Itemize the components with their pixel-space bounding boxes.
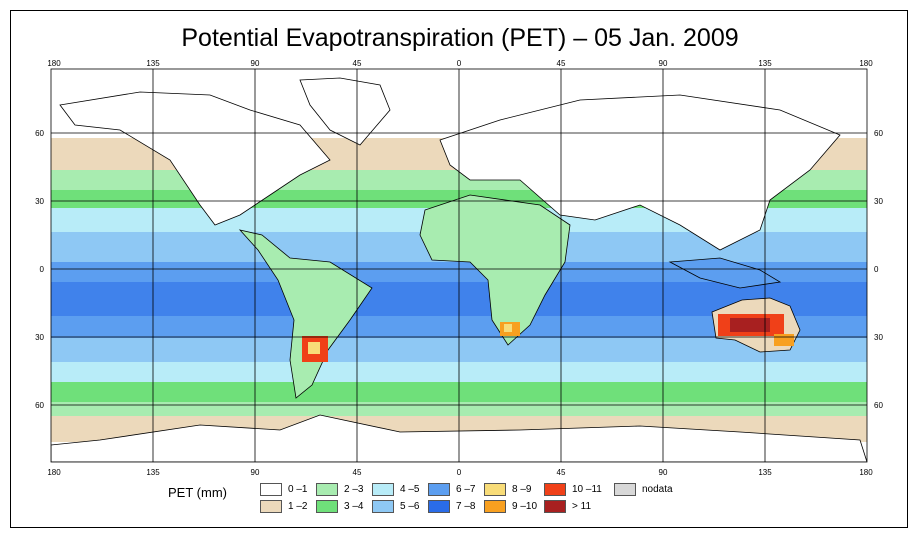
lon-tick-top-90w: 90 [251,59,260,68]
legend-label-0-1: 0 –1 [288,484,308,495]
lon-tick-bottom-90w: 90 [251,468,260,477]
southeast-asia-islands [668,257,782,289]
legend-label-2-3: 2 –3 [344,484,364,495]
lat-tick-right-0: 0 [874,265,879,274]
legend-swatch-7-8 [428,500,450,513]
legend-label-4-5: 4 –5 [400,484,420,495]
north-america [59,91,331,226]
greenland [299,77,391,146]
lon-ticks-top: 180 135 90 45 0 45 90 135 180 [47,59,873,68]
lon-tick-bottom-0: 0 [457,468,462,477]
map-title: Potential Evapotranspiration (PET) – 05 … [181,24,739,52]
legend-label-6-7: 6 –7 [456,484,476,495]
legend-label-10-11: 10 –11 [572,484,602,495]
lat-tick-left-30n: 30 [35,197,44,206]
hotspot-argentina-8-9 [308,342,320,354]
lat-ticks-left: 60 30 0 30 60 [35,129,44,410]
legend-title: PET (mm) [168,485,227,500]
lat-tick-right-60n: 60 [874,129,883,138]
lon-tick-top-180e: 180 [859,59,873,68]
lat-tick-left-30s: 30 [35,333,44,342]
lon-tick-top-0: 0 [457,59,462,68]
legend-label-3-4: 3 –4 [344,501,364,512]
figure-frame [10,10,908,528]
lon-tick-bottom-45e: 45 [557,468,566,477]
hotspot-australia-over-11 [730,318,770,332]
lat-tick-right-60s: 60 [874,401,883,410]
lon-tick-top-135w: 135 [146,59,160,68]
lon-tick-bottom-135w: 135 [146,468,160,477]
legend: PET (mm) 0 –1 1 –2 2 –3 3 –4 4 –5 5 –6 6… [168,483,728,519]
hotspot-southern-africa-8-9 [504,324,512,332]
high-pet-hotspots [302,314,794,362]
lat-tick-right-30n: 30 [874,197,883,206]
lon-tick-top-45e: 45 [557,59,566,68]
lon-tick-bottom-45w: 45 [353,468,362,477]
legend-swatch-3-4 [316,500,338,513]
legend-swatch-6-7 [428,483,450,496]
lon-tick-top-135e: 135 [758,59,772,68]
lon-tick-top-180w: 180 [47,59,61,68]
lon-tick-bottom-180e: 180 [859,468,873,477]
legend-label-1-2: 1 –2 [288,501,308,512]
legend-swatch-1-2 [260,500,282,513]
lat-tick-left-60n: 60 [35,129,44,138]
legend-swatch-8-9 [484,483,506,496]
legend-swatch-9-10 [484,500,506,513]
legend-label-over-11: > 11 [572,501,591,512]
lat-tick-left-0: 0 [40,265,45,274]
lon-tick-bottom-90e: 90 [659,468,668,477]
hotspot-australia-9-10 [774,334,794,346]
legend-swatch-over-11 [544,500,566,513]
legend-swatch-4-5 [372,483,394,496]
legend-swatch-nodata [614,483,636,496]
graticule [50,68,868,463]
legend-swatch-2-3 [316,483,338,496]
lat-tick-left-60s: 60 [35,401,44,410]
lat-ticks-right: 60 30 0 30 60 [874,129,883,410]
legend-label-5-6: 5 –6 [400,501,420,512]
legend-label-7-8: 7 –8 [456,501,476,512]
lon-tick-bottom-180w: 180 [47,468,61,477]
lon-tick-bottom-135e: 135 [758,468,772,477]
legend-label-nodata: nodata [642,484,673,495]
lat-tick-right-30s: 30 [874,333,883,342]
legend-swatch-0-1 [260,483,282,496]
lon-ticks-bottom: 180 135 90 45 0 45 90 135 180 [47,468,873,477]
legend-label-9-10: 9 –10 [512,501,538,512]
legend-label-8-9: 8 –9 [512,484,532,495]
lon-tick-top-45w: 45 [353,59,362,68]
south-america [238,229,373,399]
legend-swatch-10-11 [544,483,566,496]
legend-swatch-5-6 [372,500,394,513]
lon-tick-top-90e: 90 [659,59,668,68]
